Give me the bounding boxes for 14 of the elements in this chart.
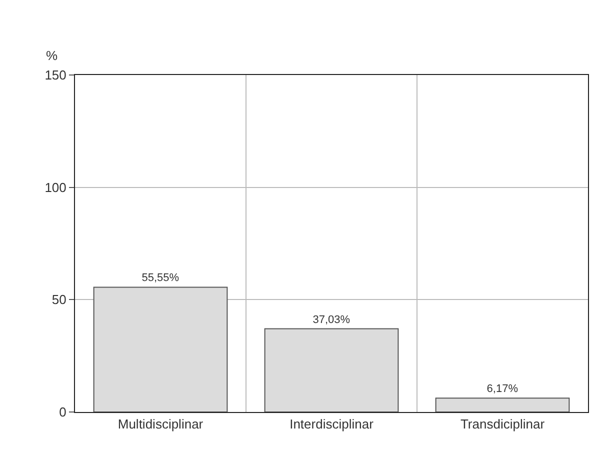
data-label: 6,17% [486,383,518,396]
x-tick-label: Multidisciplinar [118,416,204,432]
y-tick-label: 100 [44,180,66,195]
y-tick-label: 50 [52,292,66,308]
x-tick-label: Interdisciplinar [290,416,374,432]
data-label: 37,03% [312,314,350,326]
y-tick-label: 150 [44,68,66,83]
data-label: 55,55% [142,272,180,284]
y-tick-label: 0 [59,404,66,420]
bar [435,398,570,412]
x-tick-label: Transdiciplinar [460,416,546,432]
y-axis-title: % [46,48,58,63]
bar [264,328,399,412]
bar [93,286,228,412]
